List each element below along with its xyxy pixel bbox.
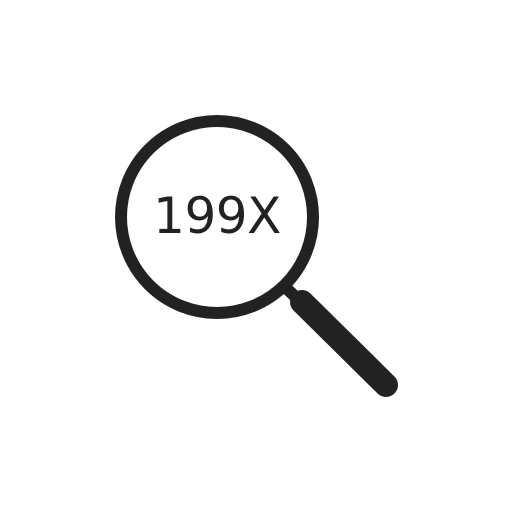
lens-ring: [115, 115, 319, 319]
zoom-level-label: 199X: [153, 187, 281, 245]
handle-grip: [290, 290, 398, 397]
